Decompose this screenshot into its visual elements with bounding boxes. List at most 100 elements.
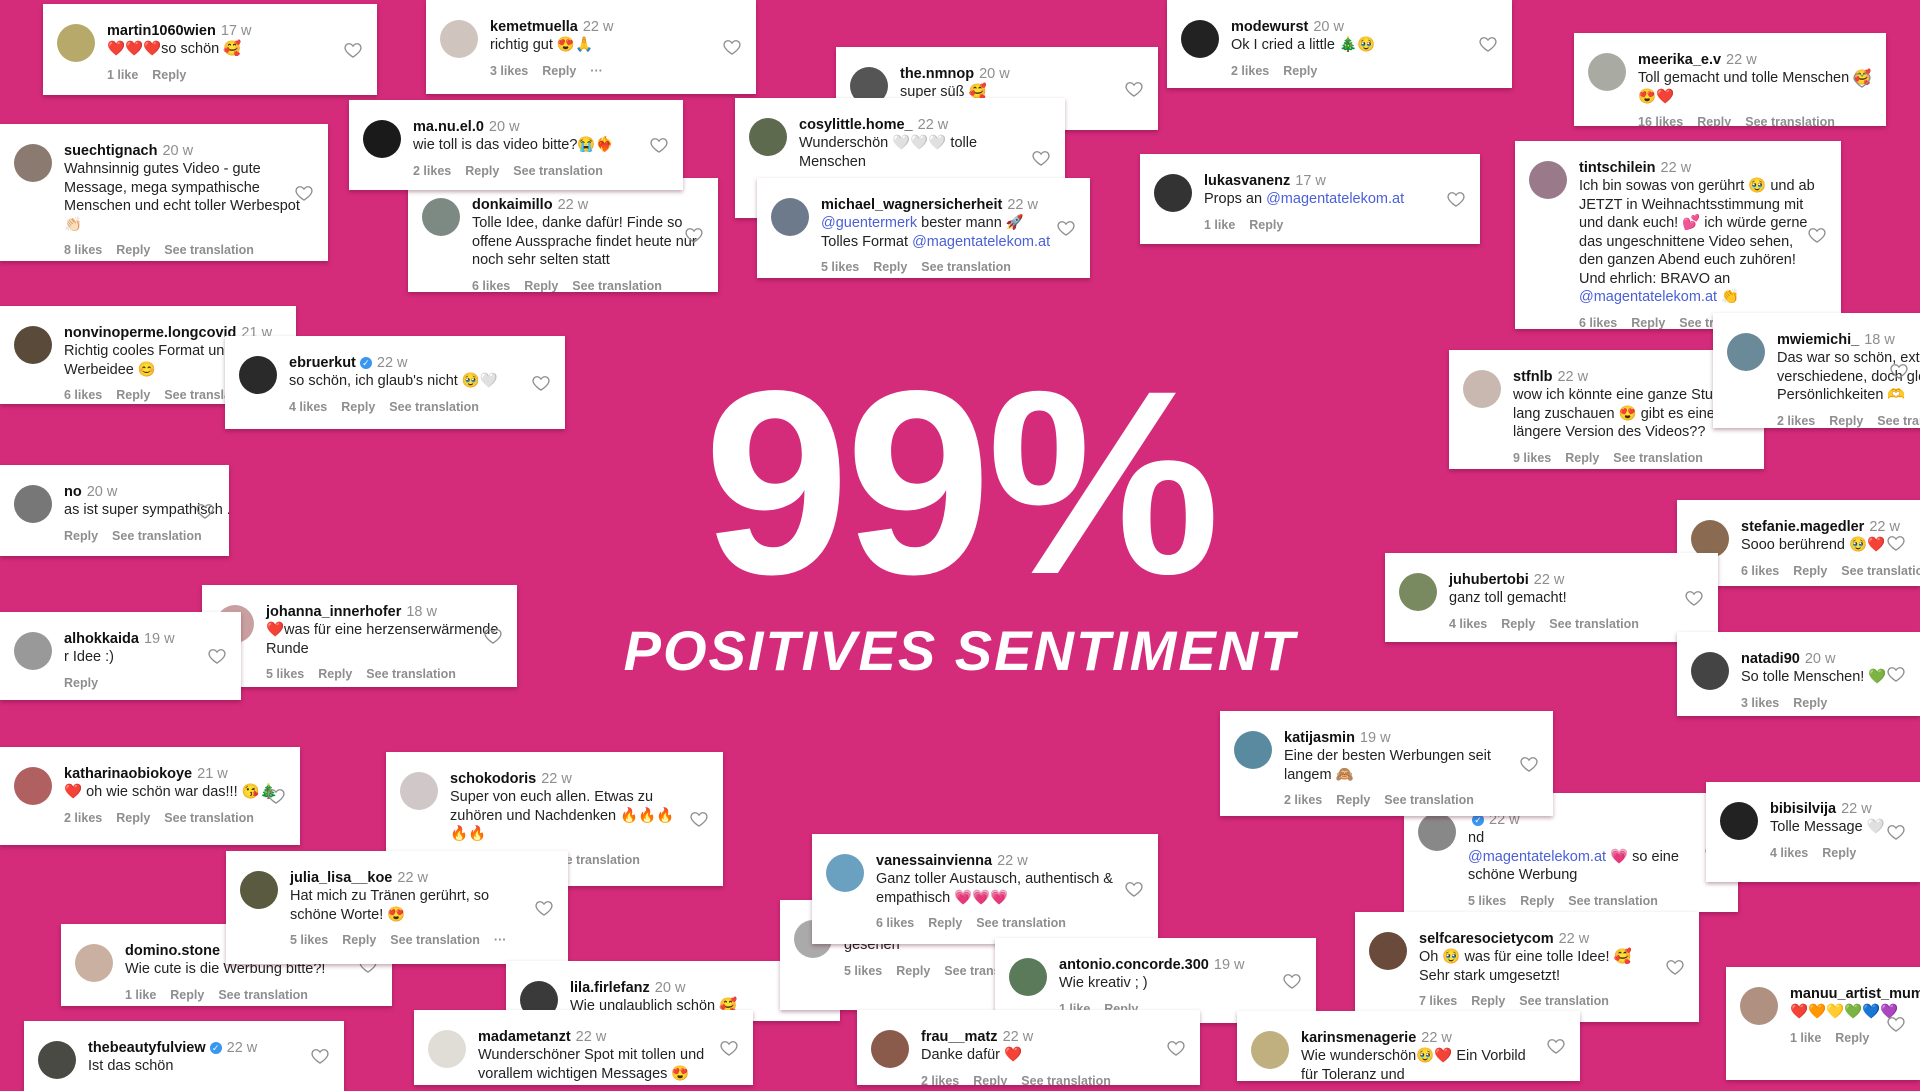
avatar[interactable] (1691, 652, 1729, 690)
reply-button[interactable]: Reply (973, 1073, 1008, 1086)
reply-button[interactable]: Reply (152, 67, 187, 82)
heart-icon[interactable] (1282, 971, 1302, 991)
reply-button[interactable]: Reply (928, 916, 963, 930)
avatar[interactable] (1740, 987, 1778, 1025)
avatar[interactable] (400, 772, 438, 810)
avatar[interactable] (14, 632, 52, 670)
username-link[interactable]: juhubertobi (1449, 572, 1529, 588)
username-link[interactable]: alhokkaida (64, 631, 139, 647)
heart-icon[interactable] (483, 626, 503, 646)
username-link[interactable]: meerika_e.v (1638, 52, 1722, 68)
likes-count[interactable]: 2 likes (64, 810, 103, 825)
mention-link[interactable]: @guentermerk (821, 215, 918, 231)
likes-count[interactable]: 6 likes (876, 916, 915, 930)
avatar[interactable] (1691, 520, 1729, 558)
likes-count[interactable]: 6 likes (1579, 315, 1618, 330)
likes-count[interactable]: 9 likes (1513, 450, 1552, 465)
reply-button[interactable]: Reply (1697, 115, 1732, 126)
heart-icon[interactable] (1056, 218, 1076, 238)
see-translation-button[interactable]: See translation (513, 163, 603, 178)
username-link[interactable]: kemetmuella (490, 19, 578, 35)
avatar[interactable] (422, 198, 460, 236)
username-link[interactable]: tintschilein (1579, 160, 1656, 176)
username-link[interactable]: lila.firlefanz (570, 980, 650, 996)
username-link[interactable]: ebruerkut (289, 355, 356, 371)
username-link[interactable]: vanessainvienna (876, 853, 993, 869)
see-translation-button[interactable]: See translation (572, 278, 662, 293)
username-link[interactable]: no (64, 484, 82, 500)
mention-link[interactable]: @magentatelekom.at (1266, 191, 1405, 207)
likes-count[interactable]: 2 likes (1284, 793, 1323, 807)
avatar[interactable] (14, 767, 52, 805)
avatar[interactable] (1463, 370, 1501, 408)
reply-button[interactable]: Reply (342, 933, 377, 947)
likes-count[interactable]: 2 likes (413, 163, 452, 178)
username-link[interactable]: julia_lisa__koe (290, 870, 393, 886)
likes-count[interactable]: 5 likes (266, 667, 305, 681)
heart-icon[interactable] (266, 786, 286, 806)
heart-icon[interactable] (1665, 957, 1685, 977)
heart-icon[interactable] (649, 135, 669, 155)
heart-icon[interactable] (689, 809, 709, 829)
see-translation-button[interactable]: See translation (1384, 793, 1474, 807)
heart-icon[interactable] (343, 40, 363, 60)
avatar[interactable] (75, 944, 113, 982)
heart-icon[interactable] (531, 373, 551, 393)
see-translation-button[interactable]: See translation (976, 916, 1066, 930)
heart-icon[interactable] (722, 37, 742, 57)
likes-count[interactable]: 1 like (1790, 1030, 1822, 1045)
reply-button[interactable]: Reply (465, 163, 500, 178)
heart-icon[interactable] (1478, 34, 1498, 54)
reply-button[interactable]: Reply (1793, 695, 1828, 710)
reply-button[interactable]: Reply (64, 675, 99, 690)
username-link[interactable]: mwiemichi_ (1777, 332, 1860, 348)
likes-count[interactable]: 5 likes (821, 260, 860, 274)
avatar[interactable] (239, 356, 277, 394)
likes-count[interactable]: 4 likes (1770, 845, 1809, 860)
avatar[interactable] (871, 1030, 909, 1068)
username-link[interactable]: thebeautyfulview (88, 1040, 206, 1056)
see-translation-button[interactable]: See translation (390, 933, 480, 947)
heart-icon[interactable] (294, 183, 314, 203)
heart-icon[interactable] (195, 501, 215, 521)
likes-count[interactable]: 1 like (1204, 217, 1236, 232)
reply-button[interactable]: Reply (1829, 413, 1864, 428)
likes-count[interactable]: 4 likes (289, 399, 328, 414)
heart-icon[interactable] (310, 1046, 330, 1066)
reply-button[interactable]: Reply (873, 260, 908, 274)
reply-button[interactable]: Reply (1283, 63, 1318, 78)
mention-link[interactable]: @magentatelekom.at (912, 233, 1051, 250)
likes-count[interactable]: 6 likes (472, 278, 511, 293)
avatar[interactable] (1181, 20, 1219, 58)
heart-icon[interactable] (719, 1038, 739, 1058)
see-translation-button[interactable]: See translation (1841, 563, 1920, 578)
likes-count[interactable]: 2 likes (1231, 63, 1270, 78)
heart-icon[interactable] (207, 646, 227, 666)
more-options-button[interactable]: ··· (590, 63, 603, 78)
username-link[interactable]: manuu_artist_mum (1790, 986, 1920, 1002)
mention-link[interactable]: @magentatelekom.at (1579, 289, 1718, 305)
mention-link[interactable]: @magentatelekom.at (1468, 848, 1607, 865)
avatar[interactable] (14, 326, 52, 364)
reply-button[interactable]: Reply (1565, 450, 1600, 465)
likes-count[interactable]: 7 likes (1419, 994, 1458, 1008)
avatar[interactable] (749, 118, 787, 156)
username-link[interactable]: stfnlb (1513, 369, 1553, 385)
reply-button[interactable]: Reply (116, 388, 151, 402)
username-link[interactable]: martin1060wien (107, 23, 216, 39)
see-translation-button[interactable]: See translation (1877, 413, 1920, 428)
avatar[interactable] (428, 1030, 466, 1068)
username-link[interactable]: stefanie.magedler (1741, 519, 1865, 535)
see-translation-button[interactable]: See translation (366, 667, 456, 681)
likes-count[interactable]: 1 like (125, 987, 157, 1002)
likes-count[interactable]: 5 likes (1468, 893, 1507, 908)
reply-button[interactable]: Reply (1501, 616, 1536, 631)
avatar[interactable] (440, 20, 478, 58)
avatar[interactable] (1009, 958, 1047, 996)
reply-button[interactable]: Reply (1822, 845, 1857, 860)
likes-count[interactable]: 2 likes (921, 1073, 960, 1086)
likes-count[interactable]: 16 likes (1638, 115, 1684, 126)
avatar[interactable] (363, 120, 401, 158)
likes-count[interactable]: 2 likes (1777, 413, 1816, 428)
likes-count[interactable]: 5 likes (290, 933, 329, 947)
